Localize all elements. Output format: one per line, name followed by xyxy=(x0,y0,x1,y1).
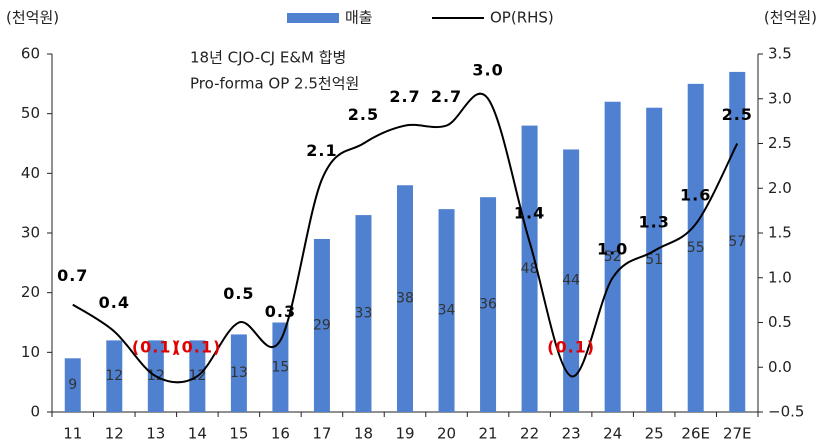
x-tick-label: 17 xyxy=(312,425,331,442)
bar xyxy=(313,238,330,412)
x-tick-label: 24 xyxy=(603,425,622,442)
op-value-label: 2.5 xyxy=(348,105,379,124)
left-unit: (천억원) xyxy=(6,9,59,27)
bar xyxy=(64,358,81,412)
bar-value-label: 48 xyxy=(521,261,539,277)
annotation: 18년 CJO-CJ E&M 합병 xyxy=(190,49,346,67)
legend-label: 매출 xyxy=(345,9,373,27)
bar xyxy=(230,334,247,412)
x-tick-label: 15 xyxy=(229,425,248,442)
y-tick-label: 30 xyxy=(21,224,40,242)
x-tick-label: 18 xyxy=(354,425,373,442)
op-value-label: (0.1) xyxy=(547,338,595,357)
y-tick-label: 50 xyxy=(21,104,40,122)
op-value-label: 2.7 xyxy=(389,87,420,106)
op-value-label: 0.3 xyxy=(265,302,296,321)
y2-tick-label: 1.0 xyxy=(768,268,792,286)
x-tick-label: 12 xyxy=(105,425,124,442)
y2-tick-label: 3.0 xyxy=(768,89,792,107)
op-value-label: 1.6 xyxy=(680,186,711,205)
bar-value-label: 44 xyxy=(562,273,580,289)
bar xyxy=(397,185,413,412)
x-tick-label: 26E xyxy=(681,425,710,442)
x-tick-label: 22 xyxy=(520,425,539,442)
op-value-label: 1.4 xyxy=(514,203,545,222)
y2-tick-label: 2.0 xyxy=(768,179,792,197)
x-tick-label: 27E xyxy=(723,425,752,442)
op-value-label: 2.1 xyxy=(306,141,337,160)
op-value-label: 2.5 xyxy=(722,105,753,124)
x-tick-label: 20 xyxy=(437,425,456,442)
bar xyxy=(355,215,372,412)
y-tick-label: 40 xyxy=(21,164,40,182)
y-tick-label: 20 xyxy=(21,283,40,301)
bar xyxy=(646,107,663,412)
x-tick-label: 21 xyxy=(479,425,498,442)
bar-value-label: 9 xyxy=(68,377,77,393)
bar xyxy=(729,71,746,413)
x-tick-label: 13 xyxy=(146,425,165,442)
y-tick-label: 60 xyxy=(21,45,40,63)
bar-value-label: 55 xyxy=(687,240,705,256)
op-value-label: 0.4 xyxy=(99,293,130,312)
bar xyxy=(106,340,123,412)
legend-swatch xyxy=(287,13,339,23)
bar-value-label: 15 xyxy=(271,359,289,375)
legend-label: OP(RHS) xyxy=(490,9,554,27)
bar xyxy=(438,209,455,412)
right-unit: (천억원) xyxy=(764,9,817,27)
x-tick-label: 14 xyxy=(188,425,207,442)
op-value-label: 1.0 xyxy=(597,239,628,258)
bar-value-label: 36 xyxy=(479,297,497,313)
bar xyxy=(521,125,538,412)
x-tick-label: 23 xyxy=(562,425,581,442)
y2-tick-label: 0.5 xyxy=(768,313,792,331)
annotation: Pro-forma OP 2.5천억원 xyxy=(190,75,359,93)
y2-tick-label: 3.5 xyxy=(768,45,792,63)
bar-value-label: 38 xyxy=(396,291,414,307)
bar-value-label: 29 xyxy=(313,317,331,333)
bar xyxy=(563,149,580,412)
y-tick-label: 0 xyxy=(30,403,40,421)
op-line xyxy=(72,92,739,384)
bar xyxy=(604,101,621,412)
op-value-label: 1.3 xyxy=(639,212,670,231)
bar xyxy=(687,83,704,412)
op-value-label: 0.5 xyxy=(223,284,254,303)
op-value-label: 3.0 xyxy=(472,60,503,79)
x-tick-label: 16 xyxy=(271,425,290,442)
bar-value-label: 34 xyxy=(438,303,456,319)
bar xyxy=(480,197,497,412)
y2-tick-label: 1.5 xyxy=(768,224,792,242)
bar-value-label: 33 xyxy=(355,306,373,322)
y2-tick-label: −0.5 xyxy=(768,403,804,421)
bar-value-label: 13 xyxy=(230,365,248,381)
bar-value-label: 57 xyxy=(728,234,746,250)
op-value-label: 0.7 xyxy=(57,266,88,285)
x-tick-label: 25 xyxy=(645,425,664,442)
x-tick-label: 11 xyxy=(63,425,82,442)
y-tick-label: 10 xyxy=(21,343,40,361)
bar-value-label: 52 xyxy=(604,249,622,265)
y2-tick-label: 0.0 xyxy=(768,358,792,376)
y2-tick-label: 2.5 xyxy=(768,134,792,152)
x-tick-label: 19 xyxy=(395,425,414,442)
op-value-label: 2.7 xyxy=(431,87,462,106)
op-value-label: (0.1) xyxy=(132,338,180,357)
op-value-label: (0.1) xyxy=(173,338,221,357)
bar-value-label: 12 xyxy=(105,368,123,384)
bar-value-label: 51 xyxy=(645,252,663,268)
